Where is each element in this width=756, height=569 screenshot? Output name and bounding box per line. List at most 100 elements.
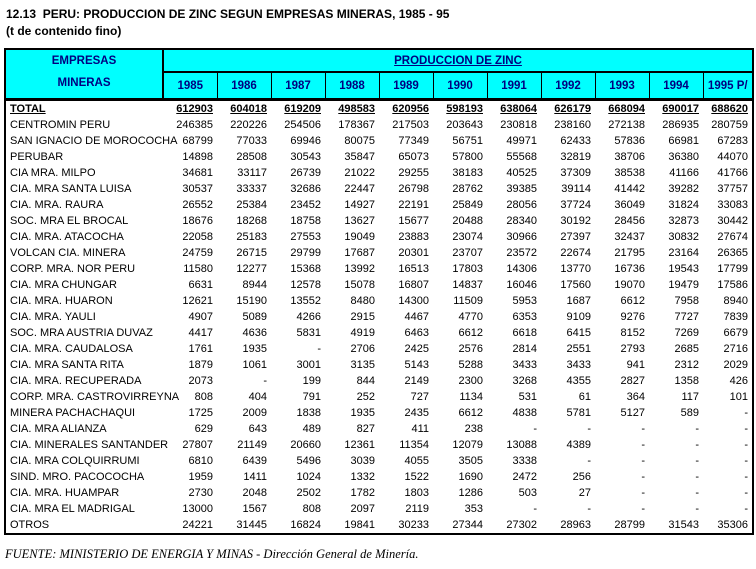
value-cell: 117 [681,390,699,403]
value-cell: 49971 [506,135,537,148]
value-cell: 13552 [290,295,321,308]
value-cell: - [744,454,749,467]
table-row: TOTAL 612903 604018 619209 498583 620956 59819… [5,100,753,118]
value-cell: 18758 [290,215,321,228]
value-cell: 34681 [182,167,213,180]
value-cell: 2793 [620,343,645,355]
value-cell: - [695,486,699,499]
empresas-mineras-header: EMPRESAS MINERAS [5,49,164,101]
value-cell: 620956 [392,103,429,116]
value-cell: 26715 [236,247,267,260]
value-cell: 1803 [404,486,429,499]
value-cell: 503 [518,486,537,499]
value-cell: 24221 [182,518,213,531]
company-name: MINERA PACHACHAQUI [10,406,136,419]
company-name: CIA. MRA COLQUIRRUMI [10,454,140,467]
company-name: OTROS [10,518,50,531]
company-name: CIA MRA. MILPO [10,167,96,180]
value-cell: 19479 [668,279,699,292]
value-cell: 2814 [512,343,537,355]
value-cell: 39282 [668,183,699,196]
table-row: CIA. MRA ALIANZA 629 643 489 827 411 238 - - - - - [5,421,753,437]
title-block: 12.13 PERU: PRODUCCION DE ZINC SEGUN EMP… [6,7,449,39]
company-name: SOC. MRA AUSTRIA DUVAZ [10,327,153,340]
value-cell: 2119 [405,502,429,515]
value-cell: 65073 [398,151,429,164]
value-cell: 61 [578,390,591,403]
value-cell: - [533,502,537,515]
value-cell: 28340 [506,215,537,228]
value-cell: 56751 [452,135,483,148]
company-name: SOC. MRA EL BROCAL [10,215,129,228]
value-cell: 31543 [668,518,699,531]
value-cell: 220226 [230,119,267,132]
value-cell: 3338 [512,454,537,467]
value-cell: 14927 [344,199,375,212]
value-cell: 252 [356,390,375,403]
value-cell: 5089 [242,311,267,324]
value-cell: 7958 [674,295,699,308]
value-cell: - [744,470,749,483]
value-cell: 4355 [566,374,591,387]
table-row: CIA. MRA. CAUDALOSA 1761 1935 - 2706 2425 2576… [5,341,753,357]
company-name: VOLCAN CIA. MINERA [10,247,126,260]
value-cell: 2048 [242,486,267,499]
value-cell: 35847 [344,151,375,164]
value-cell: 29799 [290,247,321,260]
company-name: SAN IGNACIO DE MOROCOCHA [10,135,178,148]
value-cell: 3135 [350,358,375,371]
value-cell: 256 [572,470,591,483]
year-header: 1993 [594,72,649,101]
value-cell: 411 [411,422,429,435]
value-cell: 1725 [188,406,213,419]
value-cell: 4919 [350,327,375,340]
value-cell: 199 [302,374,321,387]
value-cell: - [744,486,749,499]
empresas-header-line: EMPRESAS [51,55,117,67]
value-cell: 254506 [284,119,321,132]
value-cell: 16046 [506,279,537,292]
year-header: 1994 [648,72,703,101]
table-row: SAN IGNACIO DE MOROCOCHA 68799 77033 69946 8… [5,133,753,149]
value-cell: 619209 [284,103,321,116]
value-cell: 531 [518,390,537,403]
value-cell: 1838 [296,406,321,419]
value-cell: 28508 [236,151,267,164]
value-cell: 15078 [344,279,375,292]
company-name: SIND. MRO. PACOCOCHA [10,470,145,483]
value-cell: 80075 [344,135,375,148]
value-cell: 37757 [717,183,749,196]
value-cell: 2915 [350,311,375,324]
table-row: MINERA PACHACHAQUI 1725 2009 1838 1935 2435 66… [5,405,753,421]
value-cell: 3039 [350,454,375,467]
value-cell: 12361 [344,438,375,451]
value-cell: 26552 [182,199,213,212]
year-header: 1986 [216,72,271,101]
value-cell: 26739 [290,167,321,180]
value-cell: 33083 [717,199,749,212]
zinc-production-table: EMPRESAS MINERAS PRODUCCION DE ZINC 1985… [4,48,755,535]
value-cell: 827 [356,422,375,435]
value-cell: 364 [626,390,645,403]
value-cell: 6353 [512,311,537,324]
value-cell: 12578 [290,279,321,292]
value-cell: 15190 [236,295,267,308]
value-cell: 17687 [344,247,375,260]
value-cell: 30442 [717,215,749,228]
value-cell: 24759 [182,247,213,260]
value-cell: 14837 [452,279,483,292]
value-cell: 2827 [620,374,645,387]
value-cell: 727 [410,390,429,403]
table-row: CIA. MRA. RAURA 26552 25384 23452 14927 22191… [5,197,753,213]
value-cell: 598193 [446,103,483,116]
value-cell: 808 [302,502,321,515]
value-cell: 4636 [242,327,267,340]
value-cell: - [587,422,591,435]
value-cell: 2312 [674,358,699,371]
value-cell: 31445 [236,518,267,531]
value-cell: 28762 [452,183,483,196]
company-name: CORP. MRA. CASTROVIRREYNA [10,390,180,403]
value-cell: 4467 [404,311,429,324]
value-cell: 2576 [458,343,483,355]
value-cell: 23707 [452,247,483,260]
